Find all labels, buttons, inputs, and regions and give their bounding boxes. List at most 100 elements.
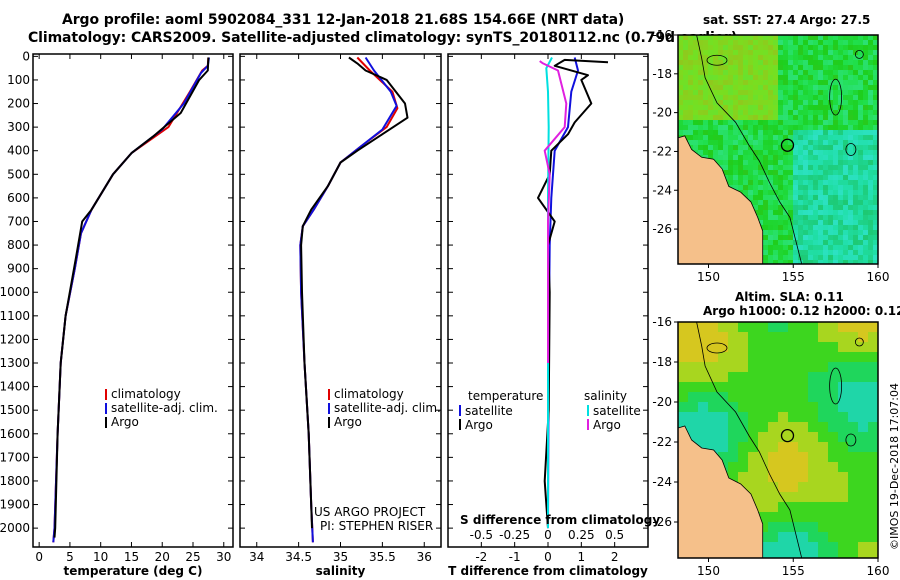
series-line-s-argo (539, 60, 568, 363)
reef-contour (696, 35, 803, 264)
map-y-tick-label: -20 (652, 395, 672, 409)
x-axis-label: T difference from climatology (448, 564, 648, 578)
map-x-tick-label: 155 (782, 564, 805, 578)
map-y-tick-label: -18 (652, 67, 672, 81)
map-y-tick-label: -26 (652, 515, 672, 529)
map-field (678, 322, 878, 558)
s-tick-label: 0 (544, 528, 552, 542)
y-tick-label: 700 (7, 214, 30, 228)
x-tick-label: 34.5 (285, 550, 312, 564)
x-axis-label: temperature (deg C) (64, 564, 203, 578)
map-y-tick-label: -20 (652, 106, 672, 120)
figure-title-line2: Climatology: CARS2009. Satellite-adjuste… (28, 30, 738, 46)
map-y-tick-label: -16 (652, 28, 672, 42)
pi-annotation: PI: STEPHEN RISER (320, 519, 433, 533)
map-y-tick-label: -22 (652, 435, 672, 449)
legend-title: salinity (584, 389, 627, 403)
x-tick-label: 5 (66, 550, 74, 564)
y-tick-label: 2000 (0, 521, 30, 535)
reef-contour (696, 322, 803, 558)
y-tick-label: 1300 (0, 356, 30, 370)
s-tick-label: -0.5 (470, 528, 493, 542)
y-tick-label: 400 (7, 144, 30, 158)
land-mass (678, 135, 764, 264)
x-tick-label: 30 (216, 550, 231, 564)
x-tick-label: 35 (333, 550, 348, 564)
legend-label: Argo (111, 415, 139, 429)
map-field (678, 35, 878, 264)
x-axis-label: salinity (316, 564, 366, 578)
map-y-tick-label: -26 (652, 222, 672, 236)
y-tick-label: 600 (7, 191, 30, 205)
y-tick-label: 900 (7, 262, 30, 276)
land-mass (678, 425, 764, 558)
s-axis-label: S difference from climatology (460, 513, 660, 527)
seamount-contour (845, 143, 857, 156)
s-tick-label: -0.25 (499, 528, 530, 542)
seamount-contour (706, 342, 728, 354)
seamount-contour (845, 433, 857, 447)
sst-map: -16 -18 -20 -22 -24 -26 150 155 160 (652, 28, 889, 284)
sla-map: -16 -18 -20 -22 -24 -26 150 155 160 (652, 315, 889, 578)
figure-title-line1: Argo profile: aoml 5902084_331 12-Jan-20… (62, 12, 625, 28)
map-x-tick-label: 160 (867, 270, 890, 284)
legend-label: Argo (334, 415, 362, 429)
seamount-contour (829, 78, 843, 116)
map-frame (677, 34, 879, 265)
x-tick-label: 36 (417, 550, 432, 564)
map-y-tick-label: -18 (652, 355, 672, 369)
map-frame (677, 321, 879, 559)
map-y-tick-label: -24 (652, 183, 672, 197)
x-tick-label: 0 (544, 550, 552, 564)
legend-title: temperature (468, 389, 543, 403)
x-tick-label: 25 (185, 550, 200, 564)
map-x-tick-label: 150 (697, 564, 720, 578)
argo-position-marker (780, 428, 795, 443)
x-tick-label: 0 (35, 550, 43, 564)
map-x-tick-label: 160 (867, 564, 890, 578)
panel-frame (32, 53, 234, 548)
map-y-tick-label: -16 (652, 315, 672, 329)
legend-label: satellite (465, 404, 513, 418)
y-tick-label: 1100 (0, 309, 30, 323)
legend-label: Argo (465, 418, 493, 432)
legend-label: satellite-adj. clim. (334, 401, 441, 415)
y-tick-label: 0 (22, 49, 30, 63)
series-line-argo (53, 57, 210, 538)
project-annotation: US ARGO PROJECT (314, 505, 426, 519)
x-tick-label: 2 (611, 550, 619, 564)
legend-label: climatology (111, 387, 181, 401)
profile-panel-1: 34 34.5 35 35.5 36 salinity climatologysatelli… (239, 53, 442, 578)
seamount-contour (706, 54, 728, 66)
profile-panel-2: -2 -1 0 1 2T difference from climatology temp… (447, 53, 660, 578)
y-tick-label: 500 (7, 167, 30, 181)
map-x-tick-label: 150 (697, 270, 720, 284)
panel-frame (239, 53, 442, 548)
x-tick-label: 20 (155, 550, 170, 564)
x-tick-label: -2 (475, 550, 487, 564)
y-tick-label: 200 (7, 97, 30, 111)
map-y-tick-label: -24 (652, 475, 672, 489)
map-x-tick-label: 155 (782, 270, 805, 284)
seamount-contour (854, 50, 864, 59)
s-tick-label: 0.5 (605, 528, 624, 542)
y-tick-label: 1500 (0, 403, 30, 417)
y-tick-label: 1400 (0, 380, 30, 394)
x-tick-label: 34 (249, 550, 264, 564)
x-tick-label: 35.5 (369, 550, 396, 564)
legend-label: satellite-adj. clim. (111, 401, 218, 415)
y-tick-label: 1800 (0, 474, 30, 488)
imos-watermark: ©IMOS 19-Dec-2018 17:07:04 (888, 383, 900, 550)
sla-map-title-2: Argo h1000: 0.12 h2000: 0.12 (703, 304, 900, 318)
y-tick-label: 1600 (0, 427, 30, 441)
legend-label: satellite (593, 404, 641, 418)
sla-map-title-1: Altim. SLA: 0.11 (735, 290, 844, 304)
x-tick-label: 1 (578, 550, 586, 564)
y-tick-label: 1000 (0, 285, 30, 299)
y-tick-label: 100 (7, 73, 30, 87)
s-tick-label: 0.25 (568, 528, 595, 542)
y-tick-label: 1200 (0, 332, 30, 346)
argo-position-marker (780, 138, 795, 152)
map-y-tick-label: -22 (652, 144, 672, 158)
series-line-argo (300, 56, 409, 529)
